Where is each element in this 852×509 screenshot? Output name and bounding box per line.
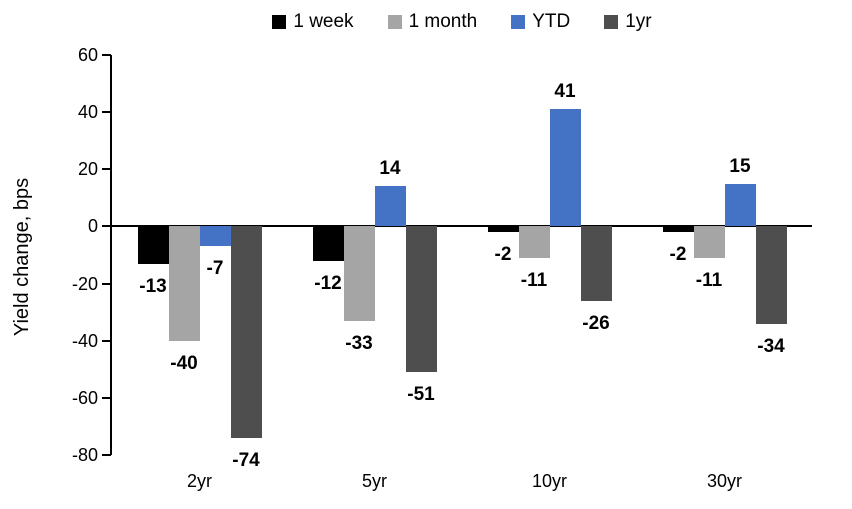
- bar-value-label: 14: [379, 158, 401, 180]
- bar-value-label: -2: [669, 244, 687, 266]
- bar-10yr-ytd: [549, 109, 581, 227]
- legend-label: 1yr: [625, 11, 652, 32]
- y-tick-label: -60: [71, 387, 98, 408]
- bar-10yr-1-month: [518, 226, 550, 258]
- y-tick-mark: [102, 225, 111, 228]
- bar-30yr-ytd: [724, 183, 756, 227]
- x-category-label: 10yr: [531, 471, 567, 491]
- x-category-label: 5yr: [361, 471, 387, 491]
- y-axis-title: Yield change, bps: [11, 177, 33, 337]
- bar-30yr-1yr: [755, 226, 787, 324]
- legend-swatch-icon: [387, 15, 402, 29]
- bar-value-label: -34: [757, 335, 785, 357]
- bar-value-label: 15: [729, 155, 751, 177]
- y-tick-mark: [102, 339, 111, 342]
- bar-value-label: -40: [170, 352, 198, 374]
- legend-label: 1 week: [293, 11, 354, 32]
- y-tick-mark: [102, 111, 111, 114]
- bar-5yr-1-week: [312, 226, 344, 261]
- bar-value-label: -13: [139, 275, 167, 297]
- legend-item-1-month: 1 month: [387, 11, 478, 33]
- bar-10yr-1yr: [580, 226, 612, 301]
- y-tick-mark: [102, 54, 111, 56]
- y-tick-label: 40: [77, 102, 98, 123]
- zero-baseline: [110, 225, 812, 228]
- bar-value-label: -12: [314, 272, 342, 294]
- bar-5yr-ytd: [374, 186, 406, 227]
- y-tick-label: -40: [71, 330, 98, 351]
- bar-2yr-ytd: [199, 226, 231, 247]
- bar-value-label: -33: [345, 332, 373, 354]
- y-tick-label: 0: [87, 216, 98, 237]
- bar-10yr-1-week: [487, 226, 519, 233]
- y-tick-label: -20: [71, 273, 98, 294]
- bar-2yr-1-month: [168, 226, 200, 341]
- legend-swatch-icon: [604, 15, 619, 29]
- y-tick-mark: [102, 282, 111, 285]
- bar-2yr-1-week: [137, 226, 169, 264]
- bar-2yr-1yr: [230, 226, 262, 438]
- bar-30yr-1-week: [662, 226, 694, 233]
- bar-value-label: -2: [494, 244, 512, 266]
- y-tick-label: 60: [77, 45, 98, 65]
- bar-5yr-1yr: [405, 226, 437, 373]
- bar-value-label: -11: [695, 269, 723, 291]
- bar-value-label: -11: [520, 269, 548, 291]
- legend-item-ytd: YTD: [511, 11, 570, 33]
- bar-5yr-1-month: [343, 226, 375, 321]
- legend-item-1yr: 1yr: [604, 11, 652, 33]
- bar-value-label: -74: [232, 449, 260, 471]
- legend-label: YTD: [532, 11, 571, 32]
- y-axis-line: [110, 55, 112, 455]
- x-category-label: 2yr: [186, 471, 212, 491]
- bar-value-label: -51: [407, 384, 435, 406]
- y-tick-mark: [102, 168, 111, 171]
- y-tick-label: 20: [77, 159, 98, 180]
- x-category-label: 30yr: [706, 471, 742, 491]
- legend-label: 1 month: [408, 11, 478, 32]
- bar-value-label: -26: [582, 312, 610, 334]
- y-tick-mark: [102, 396, 111, 399]
- legend: 1 week 1 month YTD 1yr: [112, 11, 812, 33]
- y-tick-label: -80: [71, 445, 98, 465]
- y-tick-mark: [102, 454, 111, 456]
- legend-item-1-week: 1 week: [272, 11, 354, 33]
- bar-value-label: -7: [206, 258, 224, 280]
- bar-30yr-1-month: [693, 226, 725, 258]
- legend-swatch-icon: [272, 15, 287, 29]
- legend-swatch-icon: [511, 15, 526, 29]
- bar-value-label: 41: [554, 81, 576, 103]
